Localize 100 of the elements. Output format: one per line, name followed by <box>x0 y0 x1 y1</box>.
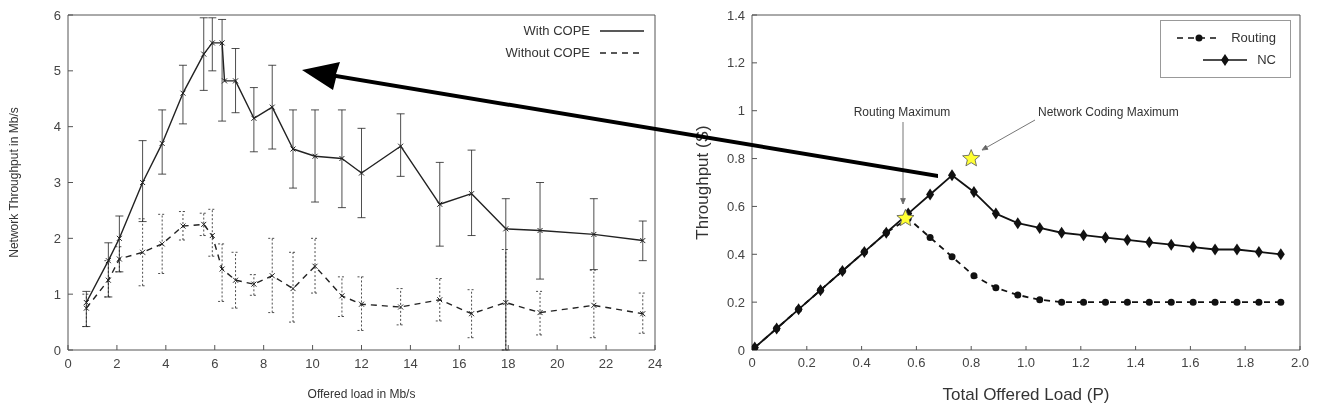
y-tick-label: 1.4 <box>726 7 745 23</box>
y-tick-label: 1 <box>53 286 61 302</box>
y-tick-label: 2 <box>53 230 61 246</box>
x-axis-title: Total Offered Load (P) <box>942 385 1110 404</box>
point <box>436 201 443 208</box>
x-tick-label: 14 <box>403 356 418 372</box>
point <box>358 170 365 177</box>
x-tick-label: 0 <box>748 355 756 371</box>
x-tick-label: 12 <box>354 356 369 372</box>
x-tick-label: 20 <box>549 356 565 372</box>
point <box>269 272 276 279</box>
legend-label: NC <box>1257 51 1276 69</box>
point <box>159 140 166 147</box>
point <box>502 225 509 232</box>
point <box>926 234 934 242</box>
x-tick-label: 0 <box>64 356 72 372</box>
point <box>250 115 257 122</box>
point <box>970 272 978 280</box>
point <box>139 179 146 186</box>
point <box>1145 298 1153 306</box>
x-tick-label: 2.0 <box>1290 355 1310 371</box>
point <box>1167 298 1175 306</box>
point <box>200 221 207 228</box>
point <box>537 227 544 234</box>
point <box>232 277 239 284</box>
point <box>1080 298 1088 306</box>
x-tick-label: 6 <box>211 356 219 372</box>
y-tick-label: 1 <box>737 103 745 119</box>
point <box>269 104 276 111</box>
point <box>338 155 345 162</box>
y-tick-label: 6 <box>53 7 61 23</box>
legend-label: Without COPE <box>505 44 590 62</box>
point <box>1123 298 1131 306</box>
point <box>1255 298 1263 306</box>
x-tick-label: 10 <box>305 356 320 372</box>
y-tick-label: 3 <box>53 175 61 191</box>
x-tick-label: 1.0 <box>1016 355 1036 371</box>
point <box>468 310 475 317</box>
point <box>1211 298 1219 306</box>
y-axis-title: Network Throughput in Mb/s <box>7 107 22 258</box>
point <box>639 310 646 317</box>
x-axis-title: Offered load in Mb/s <box>307 387 416 401</box>
point <box>290 285 297 292</box>
point <box>1058 298 1066 306</box>
y-tick-label: 5 <box>53 63 61 79</box>
point <box>200 51 207 58</box>
point <box>537 309 544 316</box>
y-tick-label: 4 <box>53 119 61 135</box>
point <box>1101 298 1109 306</box>
point <box>232 77 239 84</box>
point <box>436 296 443 303</box>
point <box>397 143 404 150</box>
point <box>179 90 186 97</box>
x-tick-label: 1.4 <box>1126 355 1145 371</box>
x-tick-label: 0.6 <box>907 355 926 371</box>
point <box>338 292 345 299</box>
point <box>502 299 509 306</box>
x-tick-label: 8 <box>260 356 268 372</box>
point <box>992 284 1000 292</box>
point <box>358 301 365 308</box>
y-tick-label: 0.8 <box>726 151 745 167</box>
point <box>179 223 186 230</box>
point <box>116 235 123 242</box>
point <box>1233 298 1241 306</box>
x-tick-label: 1.2 <box>1071 355 1090 371</box>
point <box>221 77 228 84</box>
x-tick-label: 16 <box>452 356 467 372</box>
point <box>219 39 226 46</box>
x-tick-label: 2 <box>113 356 121 372</box>
y-tick-label: 0.4 <box>726 246 745 262</box>
point <box>312 153 319 160</box>
point <box>1277 298 1285 306</box>
legend-label: Routing <box>1231 29 1276 47</box>
point <box>1189 298 1197 306</box>
point <box>639 237 646 244</box>
point <box>159 240 166 247</box>
x-tick-label: 22 <box>598 356 614 372</box>
point <box>209 232 216 239</box>
point <box>948 253 956 261</box>
x-tick-label: 1.8 <box>1236 355 1255 371</box>
point <box>590 231 597 238</box>
point <box>896 208 915 227</box>
x-tick-label: 0.4 <box>852 355 871 371</box>
point <box>105 277 112 284</box>
point <box>209 39 216 46</box>
legend-label: With COPE <box>523 22 590 40</box>
x-tick-label: 4 <box>162 356 170 372</box>
annotation: Network Coding Maximum <box>1038 105 1179 119</box>
point <box>219 266 226 273</box>
x-tick-label: 1.6 <box>1181 355 1200 371</box>
point <box>397 304 404 311</box>
x-tick-label: 0.2 <box>797 355 816 371</box>
y-tick-label: 0 <box>53 342 61 358</box>
point <box>116 255 123 262</box>
x-tick-label: 18 <box>501 356 516 372</box>
y-tick-label: 0 <box>737 342 745 358</box>
point <box>962 149 981 167</box>
annotation: Routing Maximum <box>853 105 951 119</box>
y-tick-label: 0.2 <box>726 294 745 310</box>
y-tick-label: 1.2 <box>726 55 745 71</box>
